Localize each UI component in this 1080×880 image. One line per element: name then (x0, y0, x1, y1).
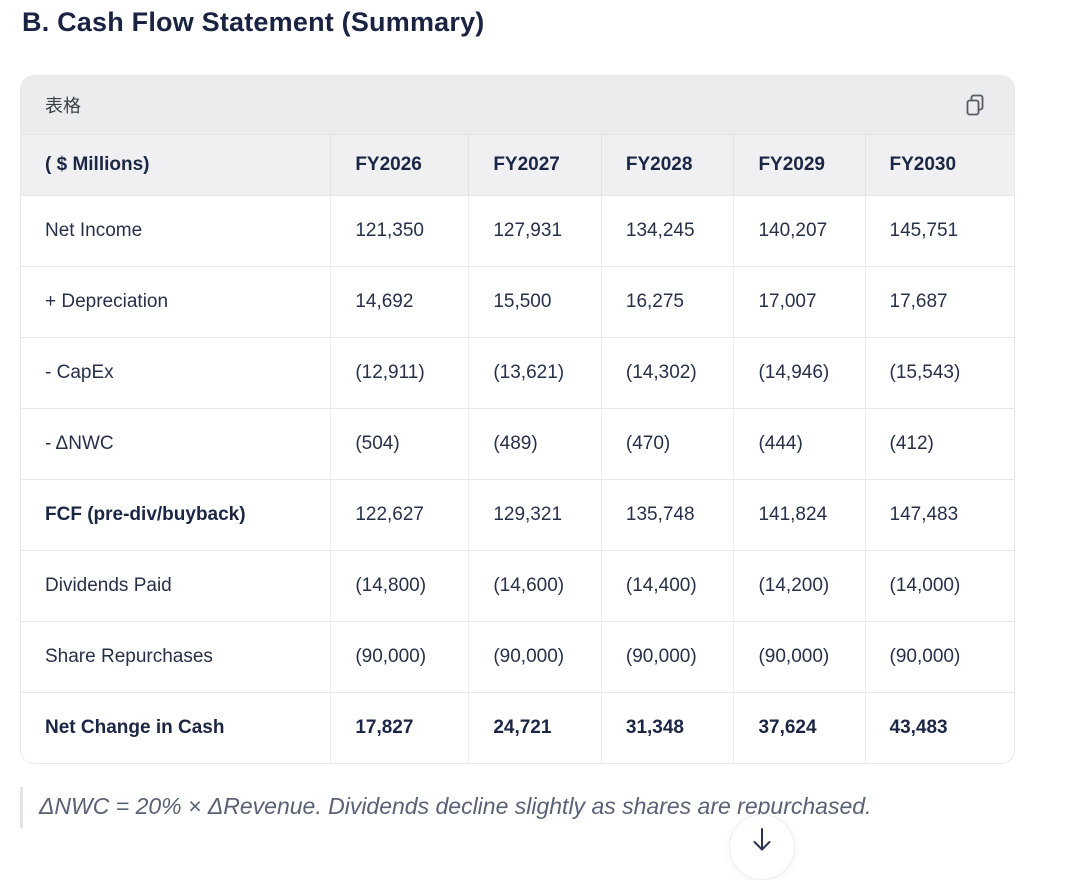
cell-value: 121,350 (330, 194, 469, 266)
cell-value: 134,245 (600, 194, 734, 266)
cell-value: 127,931 (468, 194, 602, 266)
cell-value: (14,400) (600, 549, 734, 621)
cell-value: 31,348 (600, 691, 734, 763)
cell-value: (489) (468, 407, 602, 479)
column-header: FY2028 (600, 135, 734, 195)
cell-value: (13,621) (468, 336, 602, 408)
cell-value: (412) (864, 407, 1014, 479)
column-header: FY2030 (864, 135, 1014, 195)
table-row: Dividends Paid (14,800) (14,600) (14,400) (1… (21, 549, 1014, 621)
cell-value: 129,321 (468, 478, 602, 550)
footnote: ΔNWC = 20% × ΔRevenue. Dividends decline… (20, 787, 1070, 828)
scroll-to-bottom-button[interactable] (729, 814, 795, 880)
cell-value: (14,302) (600, 336, 734, 408)
copy-icon (964, 93, 986, 117)
cell-value: (14,000) (864, 549, 1014, 621)
cell-value: (14,800) (330, 549, 469, 621)
cell-value: (90,000) (600, 620, 734, 692)
table-body: Net Income 121,350 127,931 134,245 140,207 14… (21, 194, 1014, 763)
table-row: + Depreciation 14,692 15,500 16,275 17,007 17… (21, 265, 1014, 337)
table-card-toolbar: 表格 (21, 76, 1014, 135)
cell-value: 43,483 (864, 691, 1014, 763)
column-header: ( $ Millions) (21, 135, 331, 195)
cell-value: (470) (600, 407, 734, 479)
cell-value: 147,483 (864, 478, 1014, 550)
row-label: - CapEx (21, 336, 331, 408)
cell-value: 145,751 (864, 194, 1014, 266)
table-row: - ΔNWC (504) (489) (470) (444) (412) (21, 407, 1014, 479)
cell-value: (504) (330, 407, 469, 479)
column-header: FY2027 (468, 135, 602, 195)
cell-value: (90,000) (864, 620, 1014, 692)
cell-value: 140,207 (733, 194, 866, 266)
row-label: - ΔNWC (21, 407, 331, 479)
column-header: FY2029 (733, 135, 866, 195)
arrow-down-icon (749, 825, 775, 855)
cell-value: (90,000) (330, 620, 469, 692)
table-row: Share Repurchases (90,000) (90,000) (90,000… (21, 620, 1014, 692)
cell-value: (90,000) (733, 620, 866, 692)
table-card-title: 表格 (45, 96, 81, 116)
cell-value: (90,000) (468, 620, 602, 692)
cell-value: 122,627 (330, 478, 469, 550)
cell-value: (14,600) (468, 549, 602, 621)
cell-value: 17,827 (330, 691, 469, 763)
copy-button[interactable] (962, 91, 988, 119)
column-header: FY2026 (330, 135, 469, 195)
cell-value: 14,692 (330, 265, 469, 337)
row-label: Share Repurchases (21, 620, 331, 692)
cell-value: 16,275 (600, 265, 734, 337)
table-row: Net Income 121,350 127,931 134,245 140,207 14… (21, 194, 1014, 266)
row-label: Net Income (21, 194, 331, 266)
table-row: Net Change in Cash 17,827 24,721 31,348 37,6… (21, 691, 1014, 763)
cell-value: 141,824 (733, 478, 866, 550)
page-title: B. Cash Flow Statement (Summary) (22, 7, 485, 37)
cell-value: 15,500 (468, 265, 602, 337)
cell-value: (15,543) (864, 336, 1014, 408)
row-label: Dividends Paid (21, 549, 331, 621)
cash-flow-table: ( $ Millions) FY2026 FY2027 FY2028 FY2029 FY2… (21, 135, 1014, 763)
row-label: FCF (pre-div/buyback) (21, 478, 331, 550)
cell-value: 37,624 (733, 691, 866, 763)
table-card: 表格 ( $ Millions) FY2026 FY2027 FY2028 FY2029… (20, 75, 1015, 764)
table-row: - CapEx (12,911) (13,621) (14,302) (14,946)(… (21, 336, 1014, 408)
cell-value: 24,721 (468, 691, 602, 763)
cell-value: 135,748 (600, 478, 734, 550)
table-row: FCF (pre-div/buyback) 122,627 129,321 135,7… (21, 478, 1014, 550)
row-label: + Depreciation (21, 265, 331, 337)
cell-value: 17,687 (864, 265, 1014, 337)
cell-value: (14,946) (733, 336, 866, 408)
cell-value: (12,911) (330, 336, 469, 408)
cell-value: 17,007 (733, 265, 866, 337)
cell-value: (444) (733, 407, 866, 479)
cell-value: (14,200) (733, 549, 866, 621)
row-label: Net Change in Cash (21, 691, 331, 763)
table-header-row: ( $ Millions) FY2026 FY2027 FY2028 FY2029 FY2… (21, 135, 1014, 195)
